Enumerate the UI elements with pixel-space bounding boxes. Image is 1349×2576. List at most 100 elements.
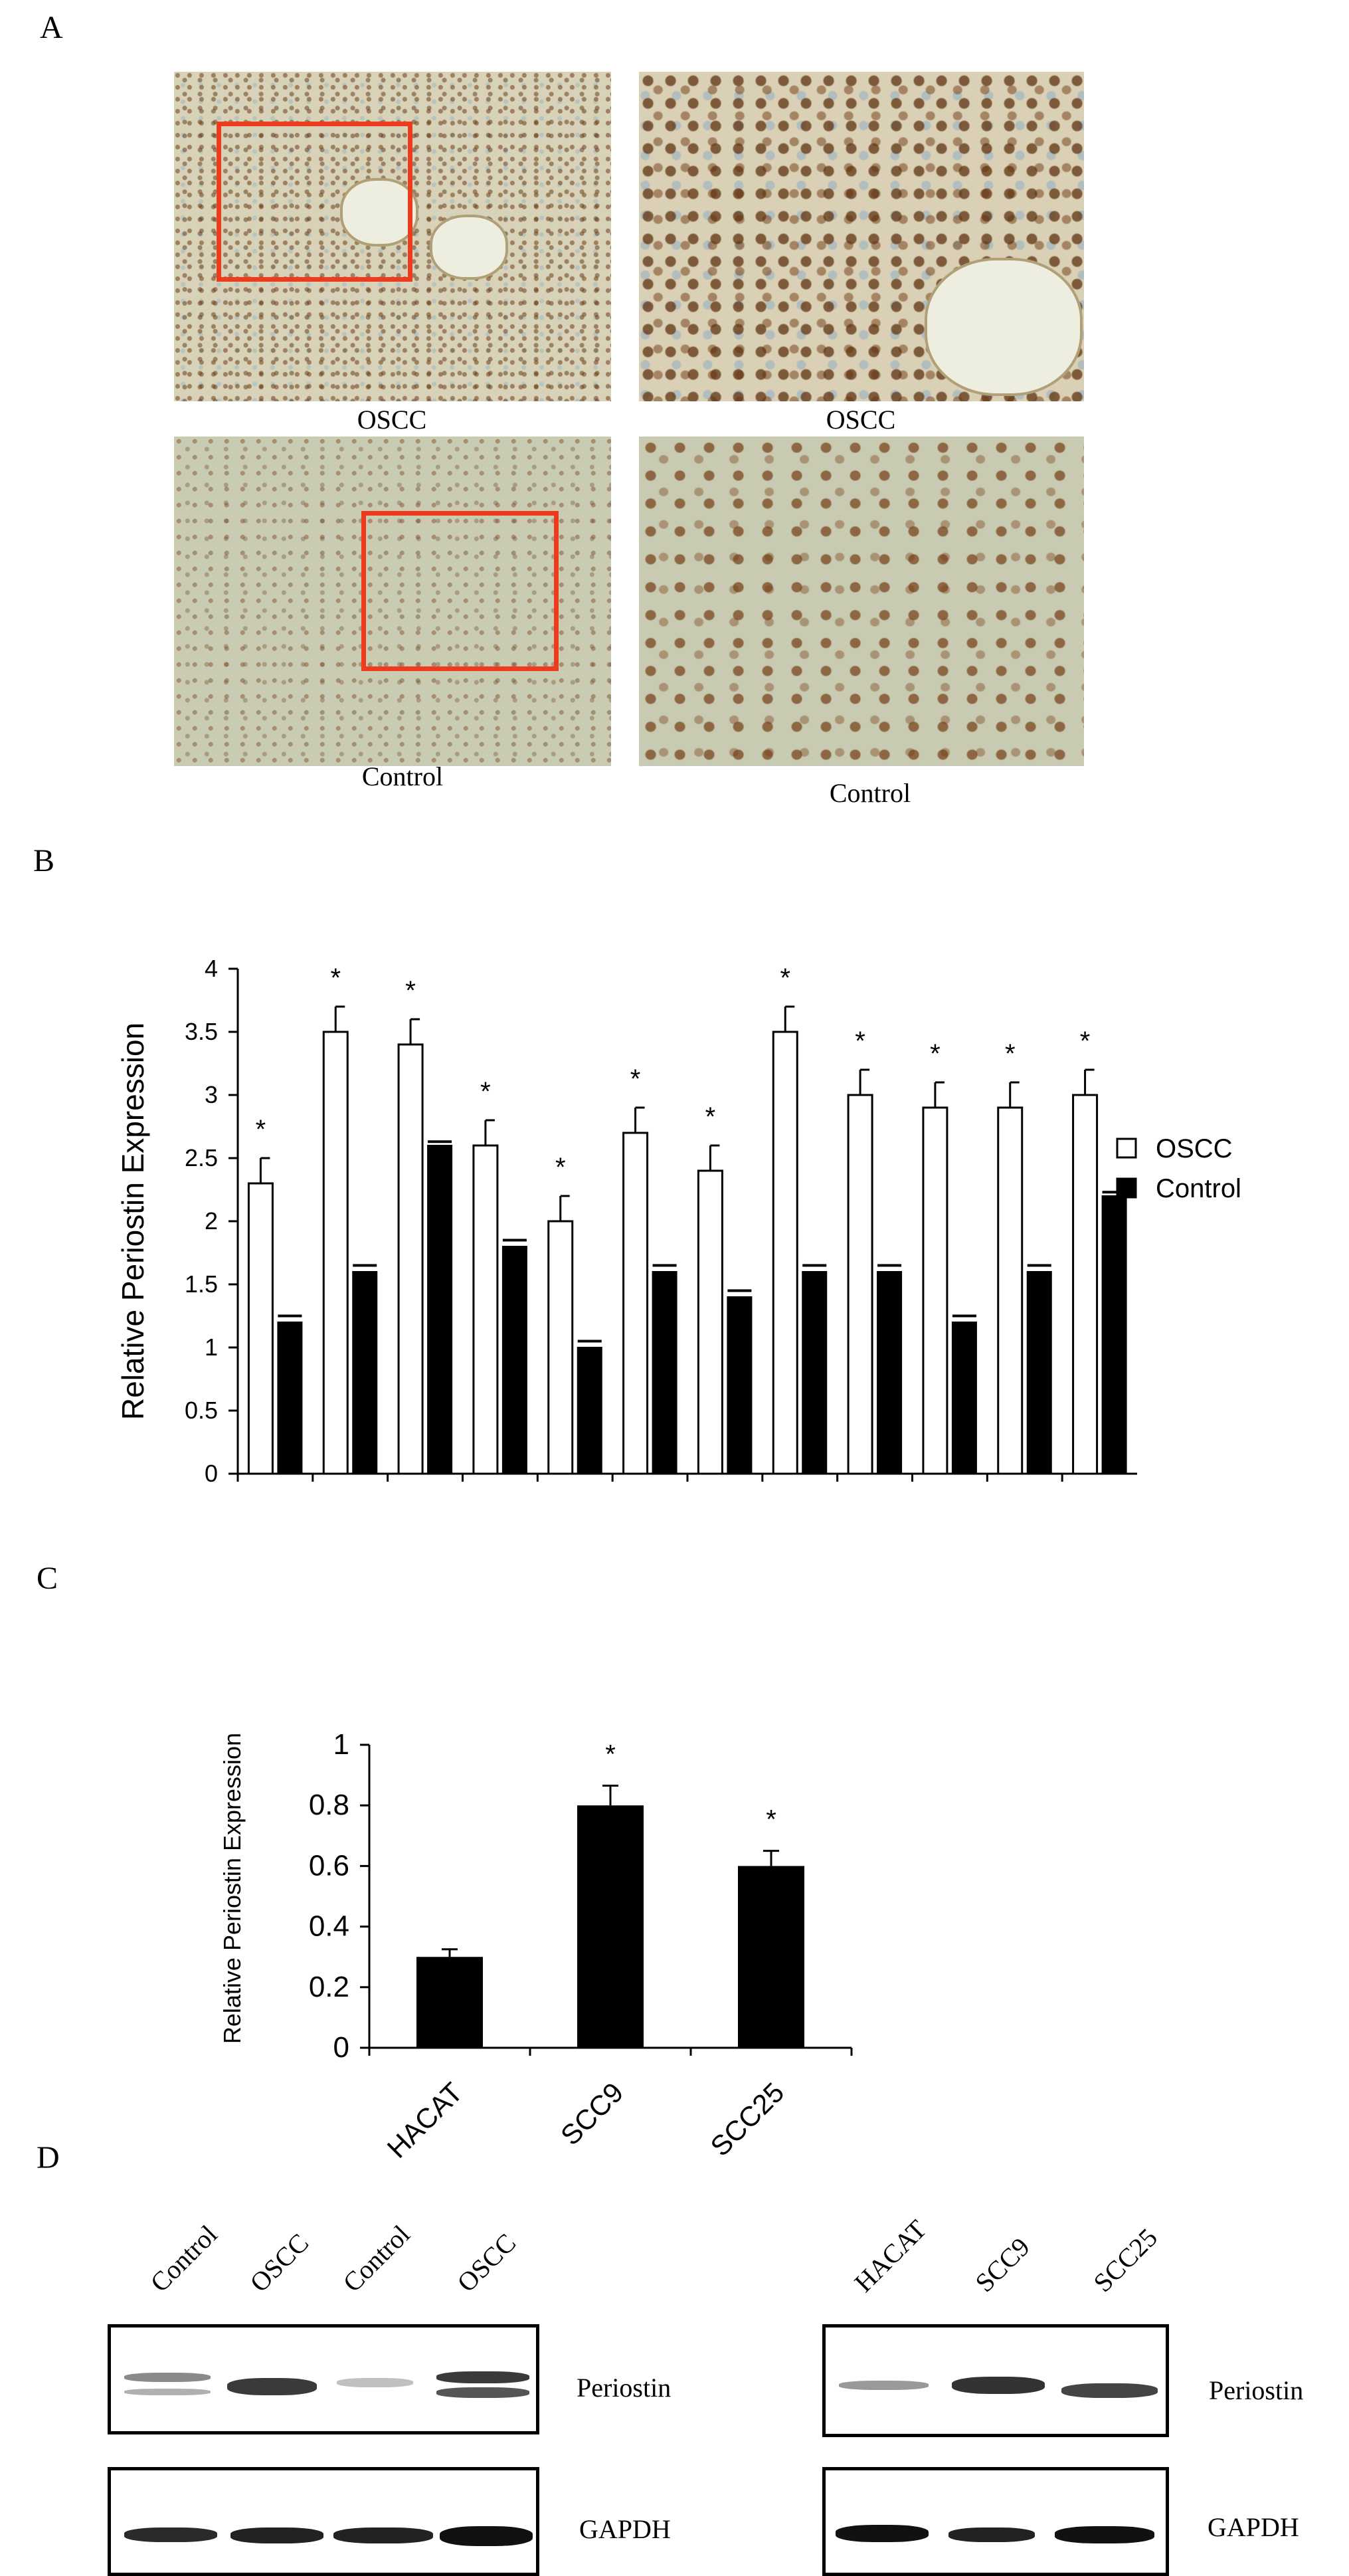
chart-c-svg: 0 0.2 0.4 0.6 0.8 1 HACAT * SCC9 * SCC25 Relative P…: [219, 1728, 853, 2164]
blot-periostin-cells: [822, 2324, 1169, 2437]
legend-label-oscc: OSCC: [1156, 1134, 1233, 1163]
bar-oscc: [1072, 1094, 1099, 1475]
legend-swatch-control: [1116, 1177, 1137, 1199]
panel-b-letter: B: [33, 843, 55, 878]
significance-star: *: [766, 1805, 776, 1834]
bar: [416, 1957, 483, 2048]
band: [230, 2527, 323, 2543]
y-tick-label: 0.4: [309, 1910, 349, 1943]
band: [124, 2389, 211, 2395]
bar-oscc: [622, 1132, 649, 1475]
blot-gapdh-cells: [822, 2467, 1169, 2576]
lane-label: OSCC: [451, 2227, 522, 2298]
y-tick-label: 0: [333, 2031, 349, 2064]
lane-label: OSCC: [244, 2227, 315, 2298]
band: [839, 2381, 929, 2390]
lane-label: SCC9: [969, 2231, 1035, 2298]
oscc-micrograph-zoom: [639, 72, 1084, 401]
chart-b-svg: 00.511.522.533.541*2*3*4*5*6*7*8*9*10*11…: [116, 955, 1241, 1487]
y-tick-label: 0.2: [309, 1971, 349, 2003]
y-tick-label: 1.5: [185, 1270, 218, 1298]
caption-control-zoom: Control: [829, 778, 911, 808]
bar-oscc: [322, 1031, 349, 1475]
band: [836, 2525, 929, 2542]
significance-star: *: [930, 1039, 941, 1068]
oscc-zoom-region-box: [217, 122, 412, 282]
bar-control: [727, 1296, 753, 1474]
bar-oscc: [697, 1169, 723, 1475]
band: [436, 2387, 529, 2398]
significance-star: *: [405, 976, 416, 1005]
bar-oscc: [247, 1182, 274, 1475]
band: [952, 2377, 1045, 2394]
significance-star: *: [1080, 1027, 1091, 1056]
significance-star: *: [256, 1115, 266, 1144]
band: [948, 2527, 1035, 2542]
y-tick-label: 0: [205, 1460, 218, 1487]
blot-label-periostin-right: Periostin: [1209, 2375, 1304, 2405]
band: [1055, 2526, 1154, 2543]
x-tick-label: SCC25: [704, 2076, 790, 2162]
y-tick-label: 4: [205, 955, 218, 982]
lane-label: HACAT: [848, 2214, 933, 2298]
y-tick-label: 2.5: [185, 1144, 218, 1171]
band: [124, 2373, 211, 2382]
significance-star: *: [705, 1102, 716, 1132]
legend-swatch-oscc: [1116, 1138, 1137, 1159]
bar-oscc: [472, 1144, 499, 1475]
x-tick-label: SCC9: [555, 2076, 629, 2151]
bar-oscc: [397, 1043, 424, 1475]
lane-label: Control: [337, 2219, 416, 2298]
vessel-shape: [430, 215, 508, 280]
bar-oscc: [847, 1094, 873, 1475]
significance-star: *: [555, 1153, 566, 1182]
bar-oscc: [922, 1106, 948, 1475]
panel-a-letter: A: [40, 10, 63, 45]
bar-control: [277, 1322, 303, 1474]
caption-control-overview: Control: [361, 761, 444, 791]
significance-star: *: [780, 963, 790, 993]
legend-label-control: Control: [1156, 1174, 1241, 1203]
control-micrograph-zoom: [639, 437, 1084, 766]
significance-star: *: [630, 1064, 641, 1094]
y-tick-label: 3: [205, 1081, 218, 1108]
bar-control: [427, 1145, 453, 1474]
caption-oscc-zoom: OSCC: [826, 405, 896, 435]
panel-d-letter: D: [37, 2140, 60, 2175]
y-tick-label: 1: [205, 1334, 218, 1361]
lane-label: Control: [144, 2219, 223, 2298]
band: [124, 2527, 217, 2542]
band: [337, 2378, 413, 2387]
bar-control: [877, 1271, 903, 1474]
oscc-micrograph-overview: [174, 72, 611, 401]
significance-star: *: [1005, 1039, 1016, 1068]
band: [333, 2527, 433, 2543]
blot-label-gapdh-left: GAPDH: [579, 2514, 671, 2544]
bar-control: [1101, 1195, 1127, 1474]
bar-oscc: [997, 1106, 1024, 1475]
control-micrograph-overview: [174, 437, 611, 766]
y-tick-label: 3.5: [185, 1018, 218, 1045]
y-tick-label: 0.5: [185, 1397, 218, 1424]
bar-control: [501, 1246, 527, 1474]
y-tick-label: 2: [205, 1207, 218, 1235]
significance-star: *: [855, 1027, 865, 1056]
bar-oscc: [772, 1031, 798, 1475]
band: [440, 2526, 533, 2546]
band: [436, 2371, 529, 2383]
blot-gapdh-tissue: [108, 2467, 539, 2576]
blot-label-gapdh-right: GAPDH: [1208, 2512, 1299, 2542]
bar: [577, 1805, 644, 2048]
y-tick-label: 1: [333, 1728, 349, 1761]
vessel-shape: [340, 178, 418, 247]
bar-control: [652, 1271, 677, 1474]
panel-c-letter: C: [37, 1561, 58, 1596]
blot-label-periostin-left: Periostin: [577, 2373, 672, 2403]
band: [227, 2378, 317, 2395]
caption-oscc-overview: OSCC: [357, 405, 427, 435]
y-axis-title: Relative Periostin Expression: [219, 1733, 246, 2044]
bar-control: [352, 1271, 378, 1474]
blot-periostin-tissue: [108, 2324, 539, 2434]
x-tick-label: HACAT: [381, 2076, 469, 2164]
y-tick-label: 0.6: [309, 1849, 349, 1882]
